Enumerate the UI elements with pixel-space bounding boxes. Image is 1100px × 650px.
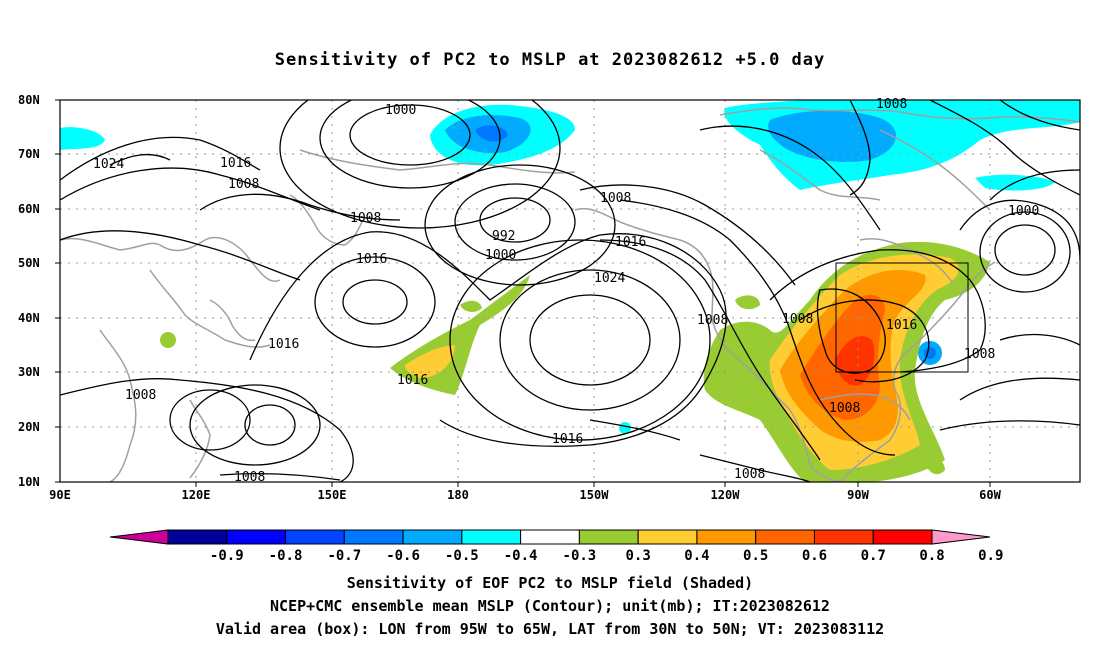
colorbar: -0.9 -0.8 -0.7 -0.6 -0.5 -0.4 -0.3 0.3 0.4 0.5 0.6… — [109, 529, 1003, 564]
lat-label: 60N — [18, 202, 40, 216]
lat-label: 10N — [18, 475, 40, 489]
colorbar-swatch — [343, 529, 404, 545]
contour-label: 1008 — [876, 97, 907, 112]
lat-label: 40N — [18, 311, 40, 325]
contour-label: 1016 — [356, 252, 387, 267]
colorbar-label: 0.7 — [861, 548, 886, 564]
contour-label: 1008 — [964, 347, 995, 362]
shade-pos-green — [925, 458, 945, 475]
lon-label: 150E — [318, 488, 347, 502]
shade-neg-cyan — [60, 127, 105, 150]
shading-layer — [60, 100, 1080, 482]
caption-line-2: NCEP+CMC ensemble mean MSLP (Contour); u… — [270, 597, 830, 615]
shade-pos-green — [735, 295, 760, 310]
contour-label: 1008 — [600, 191, 631, 206]
longitude-labels: 90E 120E 150E 180 150W 120W 90W 60W — [49, 488, 1001, 502]
contour-label: 1008 — [829, 401, 860, 416]
colorbar-swatch — [167, 529, 228, 545]
lon-label: 90W — [847, 488, 869, 502]
lat-label: 80N — [18, 93, 40, 107]
lon-label: 90E — [49, 488, 71, 502]
map-title: Sensitivity of PC2 to MSLP at 2023082612… — [274, 50, 826, 70]
contour-label: 1016 — [552, 432, 583, 447]
colorbar-label: -0.6 — [386, 548, 420, 564]
contour-label: 1016 — [220, 156, 251, 171]
valid-area-box — [835, 262, 969, 373]
contour-label: 1000 — [485, 248, 516, 263]
contour-label: 1024 — [93, 157, 124, 172]
shade-pos-yellow — [405, 345, 455, 378]
colorbar-swatch — [755, 529, 815, 545]
plot-frame — [59, 99, 1081, 483]
lat-label: 30N — [18, 365, 40, 379]
contour-label: 1008 — [350, 211, 381, 226]
contour-label: 1008 — [697, 313, 728, 328]
contour-label: 1016 — [886, 318, 917, 333]
colorbar-arrow-low — [109, 529, 169, 545]
lon-label: 120W — [711, 488, 741, 502]
colorbar-arrow-high — [931, 529, 991, 545]
colorbar-label: -0.3 — [563, 548, 597, 564]
contour-label: 1000 — [385, 103, 416, 118]
lon-label: 120E — [182, 488, 211, 502]
colorbar-swatch — [461, 529, 522, 545]
contour-label: 1016 — [268, 337, 299, 352]
colorbar-swatch — [637, 529, 698, 545]
colorbar-label: -0.8 — [269, 548, 303, 564]
colorbar-label: -0.7 — [327, 548, 361, 564]
shade-pos-green — [460, 300, 482, 312]
contour-label: 1008 — [228, 177, 259, 192]
colorbar-swatch — [578, 529, 639, 545]
colorbar-label: 0.6 — [802, 548, 827, 564]
colorbar-swatch — [402, 529, 463, 545]
colorbar-swatch — [813, 529, 874, 545]
colorbar-swatch — [226, 529, 287, 545]
contour-label: 1016 — [615, 235, 646, 250]
shade-pos-green — [160, 332, 176, 348]
contours — [60, 100, 1080, 482]
coastlines — [60, 107, 1080, 482]
lon-label: 180 — [447, 488, 469, 502]
contour-label: 1016 — [397, 373, 428, 388]
lon-label: 60W — [979, 488, 1001, 502]
contour-label: 1008 — [125, 388, 156, 403]
lat-label: 20N — [18, 420, 40, 434]
shade-neg-blue — [768, 110, 897, 162]
colorbar-swatch — [520, 529, 580, 545]
latitude-labels: 80N 70N 60N 50N 40N 30N 20N 10N — [18, 93, 40, 489]
colorbar-swatch — [872, 529, 933, 545]
contour-label: 1008 — [234, 470, 265, 485]
caption-line-1: Sensitivity of EOF PC2 to MSLP field (Sh… — [346, 574, 754, 592]
lat-label: 70N — [18, 147, 40, 161]
sensitivity-map: 1000 1008 1024 1016 1008 1008 992 1000 1… — [18, 93, 1081, 564]
tick-marks — [55, 99, 991, 487]
contour-label: 992 — [492, 229, 515, 244]
colorbar-label: -0.5 — [445, 548, 479, 564]
contour-label: 1008 — [734, 467, 765, 482]
contour-labels: 1000 1008 1024 1016 1008 1008 992 1000 1… — [93, 97, 1039, 485]
colorbar-label: 0.5 — [743, 548, 768, 564]
colorbar-swatch — [696, 529, 757, 545]
colorbar-label: -0.9 — [210, 548, 244, 564]
shade-pos-red — [835, 336, 875, 386]
colorbar-label: 0.9 — [978, 548, 1003, 564]
caption-line-3: Valid area (box): LON from 95W to 65W, L… — [215, 620, 885, 638]
contour-label: 1024 — [594, 271, 625, 286]
colorbar-label: 0.3 — [626, 548, 651, 564]
colorbar-swatch — [285, 529, 345, 545]
contour-label: 1000 — [1008, 204, 1039, 219]
colorbar-label: 0.8 — [919, 548, 944, 564]
lat-label: 50N — [18, 256, 40, 270]
colorbar-label: 0.4 — [684, 548, 709, 564]
contour-label: 1008 — [782, 312, 813, 327]
colorbar-label: -0.4 — [504, 548, 538, 564]
lon-label: 150W — [580, 488, 610, 502]
